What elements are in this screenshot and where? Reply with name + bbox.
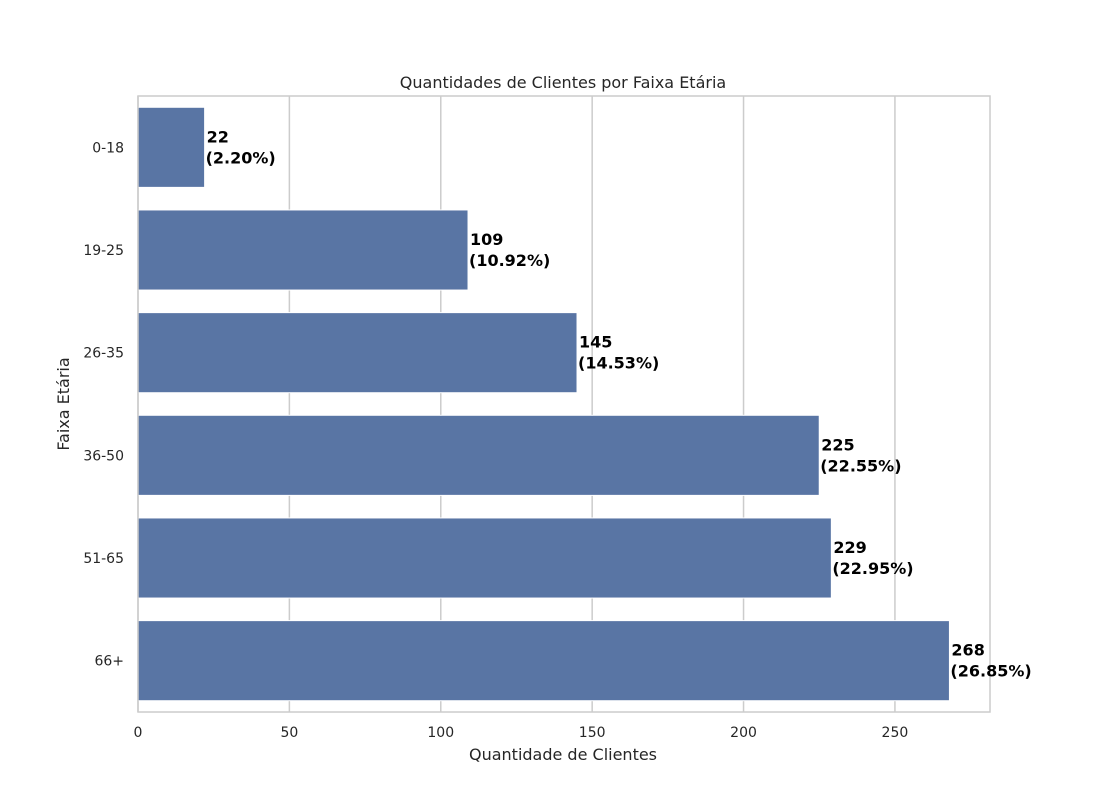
bar-percent-label: (26.85%) (950, 662, 1031, 681)
bar-value-label: 229 (833, 538, 866, 557)
bar-percent-label: (2.20%) (206, 148, 276, 167)
y-tick-label: 51-65 (83, 551, 124, 567)
bar (137, 209, 469, 291)
y-tick-label: 36-50 (83, 448, 124, 464)
grid-lines (137, 96, 896, 712)
bar-value-label: 268 (951, 641, 984, 660)
y-tick-label: 19-25 (83, 243, 124, 259)
plot-frame (137, 95, 991, 713)
bar-value-label: 109 (470, 230, 503, 249)
bar (137, 414, 820, 496)
y-tick-labels: 0-18 19-25 26-35 36-50 51-65 66+ (83, 140, 124, 669)
bar-value-label: 225 (821, 435, 854, 454)
x-tick-label: 0 (134, 725, 143, 741)
bar-data-label: 22 (2.20%) (206, 127, 276, 167)
bar (137, 517, 832, 599)
y-tick-label: 66+ (94, 654, 124, 670)
bar-percent-label: (14.53%) (578, 354, 659, 373)
bar (137, 312, 578, 394)
bar-data-label: 268 (26.85%) (950, 641, 1031, 681)
data-labels: 22 (2.20%) 109 (10.92%) 145 (14.53%) 225 (22.55… (206, 127, 1032, 680)
bar-data-label: 225 (22.55%) (820, 435, 901, 475)
bar-value-label: 22 (207, 127, 229, 146)
chart-title: Quantidades de Clientes por Faixa Etária (400, 73, 726, 92)
x-tick-label: 150 (579, 725, 606, 741)
bar-data-label: 229 (22.95%) (832, 538, 913, 578)
bar-value-label: 145 (579, 333, 612, 352)
bar-percent-label: (22.95%) (832, 559, 913, 578)
x-tick-label: 100 (427, 725, 454, 741)
x-axis-title: Quantidade de Clientes (469, 745, 657, 764)
bar-data-label: 145 (14.53%) (578, 333, 659, 373)
x-tick-labels: 0 50 100 150 200 250 (134, 725, 909, 741)
bar (137, 106, 206, 188)
bar-percent-label: (10.92%) (469, 251, 550, 270)
bar-percent-label: (22.55%) (820, 456, 901, 475)
y-axis-title: Faixa Etária (54, 357, 73, 450)
bar (137, 620, 950, 702)
y-tick-label: 26-35 (83, 346, 124, 362)
y-tick-label: 0-18 (92, 140, 124, 156)
bars (137, 106, 950, 702)
bar-data-label: 109 (10.92%) (469, 230, 550, 270)
x-tick-label: 50 (280, 725, 298, 741)
x-tick-label: 250 (882, 725, 909, 741)
x-tick-label: 200 (730, 725, 757, 741)
